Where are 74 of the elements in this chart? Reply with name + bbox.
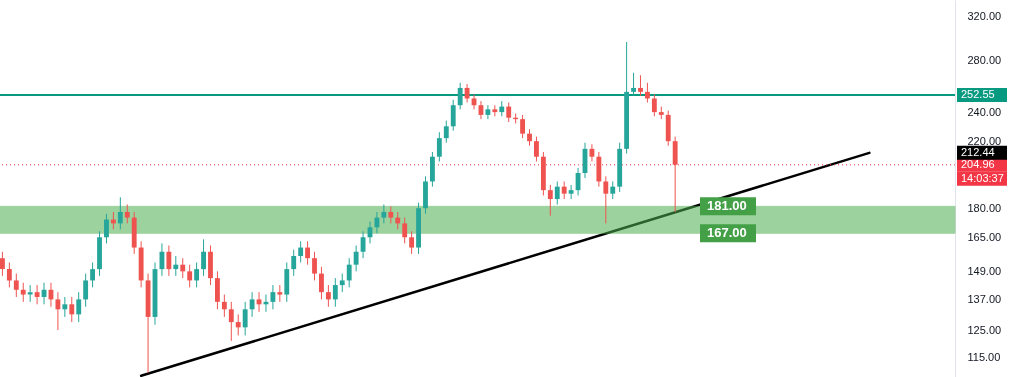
y-tick-label: 240.00: [967, 105, 1002, 118]
candlestick: [651, 93, 657, 117]
candlestick: [332, 277, 338, 308]
candlestick: [312, 251, 317, 281]
y-tick-label: 149.00: [967, 264, 1002, 277]
candlestick: [117, 196, 123, 230]
candlestick: [215, 270, 220, 310]
candlestick: [6, 262, 12, 288]
candlestick: [457, 82, 463, 110]
y-tick-label: 180.00: [967, 201, 1002, 214]
candlestick: [464, 83, 470, 103]
text: 212.44: [961, 145, 995, 158]
candlestick: [554, 180, 560, 206]
candlestick: [201, 238, 206, 277]
candlestick: [436, 131, 442, 163]
candlestick: [166, 244, 172, 277]
candlestick: [402, 217, 408, 244]
candlestick: [409, 230, 415, 255]
candlestick: [353, 244, 359, 272]
candlestick: [249, 291, 255, 318]
candlestick: [547, 184, 553, 217]
candlestick: [298, 240, 304, 263]
candlestick: [104, 213, 109, 244]
candlestick: [450, 99, 456, 132]
candlestick: [13, 273, 19, 298]
candlestick: [319, 266, 324, 300]
candlestick: [221, 294, 227, 318]
candlestick: [62, 296, 68, 318]
candlestick: [242, 301, 248, 336]
candlestick: [55, 291, 61, 331]
candlestick: [194, 262, 200, 288]
candlestick: [124, 204, 130, 224]
candlestick: [506, 102, 512, 123]
candlestick: [485, 104, 491, 120]
candlestick: [443, 120, 449, 144]
candlestick: [305, 240, 311, 266]
candlestick: [228, 301, 234, 342]
text: 14:03:37: [961, 171, 1004, 184]
candlestick: [346, 257, 352, 288]
candlestick: [180, 257, 186, 279]
candlestick: [76, 291, 82, 323]
candlestick: [325, 284, 331, 308]
ref-line-label: 204.96: [961, 157, 995, 170]
candlestick: [0, 251, 5, 277]
candlestick: [235, 313, 241, 336]
candlestick: [339, 273, 345, 293]
candlestick: [187, 264, 193, 288]
annotation: 181.00: [707, 198, 747, 214]
candlestick: [90, 262, 96, 288]
y-tick-label: 280.00: [967, 54, 1002, 67]
candlestick: [603, 175, 609, 224]
y-tick-label: 115.00: [967, 351, 1001, 364]
candlestick: [644, 82, 650, 103]
y-tick-label: 137.00: [967, 292, 1002, 305]
y-tick-label: 125.00: [967, 323, 1002, 336]
candlestick: [34, 284, 40, 305]
candlestick: [638, 74, 643, 97]
candlestick: [520, 114, 526, 139]
candlestick: [69, 296, 75, 323]
candlestick: [672, 136, 678, 213]
y-tick-label: 320.00: [967, 9, 1002, 22]
y-tick-label: 165.00: [967, 230, 1002, 243]
candlestick: [173, 255, 179, 277]
candlestick: [631, 72, 636, 97]
candlestick: [381, 204, 387, 224]
candlestick: [270, 284, 276, 310]
y-tick-label: 220.00: [967, 134, 1002, 147]
candlestick: [568, 184, 574, 200]
candlestick: [83, 273, 89, 308]
ref-line-label: 252.55: [961, 88, 995, 101]
candlestick: [534, 136, 539, 163]
annotation: 167.00: [707, 225, 747, 241]
candlestick: [291, 249, 297, 277]
candlestick: [20, 282, 26, 303]
